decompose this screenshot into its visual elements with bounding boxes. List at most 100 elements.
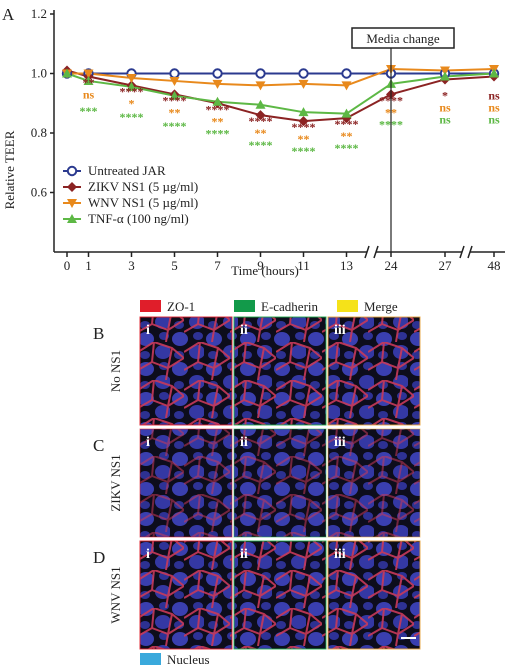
significance-label: * [442, 89, 448, 103]
y-axis-label: Relative TEER [2, 130, 17, 209]
significance-label: **** [120, 110, 144, 124]
micrograph: i [139, 540, 233, 650]
series-point-3 [298, 107, 309, 117]
nucleus-swatch [140, 653, 161, 665]
zo1-swatch [140, 300, 161, 312]
significance-label: ** [255, 126, 267, 140]
significance-label: *** [80, 104, 98, 118]
significance-label: **** [249, 114, 273, 128]
series-line-3 [444, 72, 495, 78]
panel-label-b: B [93, 324, 104, 343]
legend-entry: ZIKV NS1 (5 µg/ml) [88, 179, 198, 194]
series-line-3 [390, 75, 446, 85]
row-label: ZIKV NS1 [108, 454, 123, 511]
legend-entry: Untreated JAR [88, 163, 166, 178]
panel-label-d: D [93, 548, 105, 567]
zo1-label: ZO-1 [167, 299, 195, 314]
significance-label: ** [298, 132, 310, 146]
x-tick-label: 9 [257, 258, 264, 273]
significance-label: **** [206, 126, 230, 140]
subpanel-label: iii [334, 547, 346, 562]
legend-entry: WNV NS1 (5 µg/ml) [88, 195, 198, 210]
micrograph: iii [327, 316, 421, 426]
micrograph: i [139, 428, 233, 538]
x-tick-label: 1 [85, 258, 92, 273]
micrograph: iii [327, 428, 421, 538]
y-tick-label: 1.2 [31, 6, 47, 21]
series-point-1 [298, 116, 309, 127]
ecad-swatch [234, 300, 255, 312]
significance-label: * [129, 96, 135, 110]
micrograph: ii [233, 316, 327, 426]
series-point-3 [126, 81, 137, 91]
legend-entry: TNF-α (100 ng/ml) [88, 211, 189, 226]
significance-label: ns [439, 113, 451, 127]
x-axis-label: Time (hours) [231, 263, 299, 278]
significance-label: **** [206, 102, 230, 116]
axis-break [467, 245, 473, 259]
channel-legend: ZO-1 E-cadherin Merge Nucleus [140, 299, 398, 667]
significance-label: **** [335, 117, 359, 131]
series-point-2 [298, 79, 309, 89]
significance-label: **** [163, 119, 187, 133]
series-point-3 [83, 75, 94, 85]
micrograph: ii [233, 428, 327, 538]
series-point-2 [83, 69, 94, 79]
legend-marker [67, 182, 77, 192]
row-label: No NS1 [108, 350, 123, 392]
y-tick-label: 0.6 [31, 185, 48, 200]
series-point-3 [62, 68, 72, 78]
significance-label: **** [292, 120, 316, 134]
x-tick-label: 5 [171, 258, 178, 273]
series-point-2 [169, 76, 180, 86]
series-line-3 [345, 83, 392, 115]
significance-label: ns [439, 101, 451, 115]
micrograph: iii [327, 540, 421, 650]
y-tick-label: 0.8 [31, 125, 47, 140]
series-line-2 [390, 68, 446, 72]
significance-label: ns [488, 101, 500, 115]
series-point-3 [212, 96, 223, 106]
subpanel-label: i [146, 435, 150, 450]
significance-label: **** [120, 84, 144, 98]
x-tick-label: 27 [439, 258, 453, 273]
merge-swatch [337, 300, 358, 312]
x-tick-label: 13 [340, 258, 353, 273]
significance-label: **** [292, 144, 316, 158]
x-tick-label: 3 [128, 258, 135, 273]
micrograph: i [139, 316, 233, 426]
x-tick-label: 11 [297, 258, 310, 273]
subpanel-label: iii [334, 323, 346, 338]
x-tick-label: 7 [214, 258, 221, 273]
subpanel-label: i [146, 547, 150, 562]
series-point-2 [126, 73, 137, 83]
axis-break [373, 245, 379, 259]
series-point-0 [169, 68, 180, 79]
series-line-1 [346, 93, 392, 120]
series-point-1 [255, 110, 266, 121]
media-change-annotation: Media change [351, 27, 455, 252]
series-point-3 [255, 99, 266, 109]
teer-line-chart: Relative TEER Time (hours) 0.60.81.01.2 … [2, 6, 505, 278]
significance-label: ** [169, 105, 181, 119]
nucleus-label: Nucleus [167, 652, 210, 667]
x-tick-label: 24 [385, 258, 399, 273]
legend-marker [67, 199, 77, 208]
subpanel-label: ii [240, 435, 248, 450]
series-line-1 [444, 75, 495, 81]
series-line-2 [346, 68, 392, 87]
significance-label: ** [212, 114, 224, 128]
subpanel-label: ii [240, 547, 248, 562]
subpanel-label: ii [240, 323, 248, 338]
series-point-2 [255, 81, 266, 91]
series-point-0 [212, 68, 223, 79]
significance-label: ** [83, 75, 95, 89]
merge-label: Merge [364, 299, 398, 314]
significance-label: ** [341, 129, 353, 143]
series-point-0 [341, 68, 352, 79]
series-point-0 [298, 68, 309, 79]
legend-marker [66, 165, 78, 177]
panel-label-c: C [93, 436, 104, 455]
significance-label: **** [249, 138, 273, 152]
